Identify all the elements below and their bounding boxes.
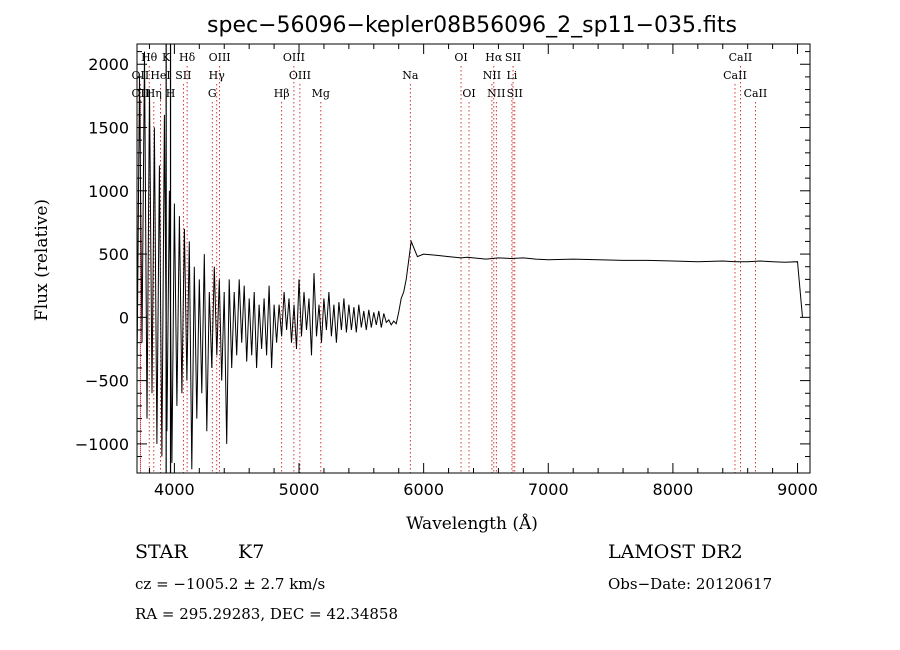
y-tick-label: 2000 xyxy=(88,55,129,74)
object-class: STAR xyxy=(135,541,188,563)
y-tick-label: 500 xyxy=(98,245,129,264)
y-tick-label: 0 xyxy=(119,308,129,327)
spectral-line-label: Na xyxy=(402,69,419,82)
spectral-line-label: OI xyxy=(454,51,467,64)
spectral-line-label: G xyxy=(208,87,217,100)
spectral-line-label: Hθ xyxy=(141,51,158,64)
object-subclass: K7 xyxy=(238,541,265,563)
survey-name: LAMOST DR2 xyxy=(608,541,743,563)
x-tick-label: 5000 xyxy=(279,480,320,499)
coordinates: RA = 295.29283, DEC = 42.34858 xyxy=(135,605,399,623)
y-axis-label: Flux (relative) xyxy=(32,199,52,321)
spectral-line-label: HeI xyxy=(150,69,170,82)
spectral-line-label: SII xyxy=(175,69,191,82)
y-tick-label: −500 xyxy=(85,372,129,391)
spectral-line-label: Hβ xyxy=(274,87,290,100)
spectral-line-label: OI xyxy=(462,87,475,100)
spectral-line-label: Mg xyxy=(312,87,330,100)
spectral-line-label: OII xyxy=(132,69,150,82)
y-tick-label: 1500 xyxy=(88,119,129,138)
x-tick-label: 7000 xyxy=(528,480,569,499)
spectral-line-label: Li xyxy=(506,69,517,82)
spectral-line-label: CaII xyxy=(744,87,768,100)
spectral-line-label: SII xyxy=(505,51,521,64)
spectral-line-label: OIII xyxy=(283,51,305,64)
spectral-line-label: Hη xyxy=(146,87,162,100)
x-axis-label: Wavelength (Å) xyxy=(406,513,538,534)
spectral-line-label: NII xyxy=(483,69,501,82)
x-tick-label: 9000 xyxy=(777,480,818,499)
obs-date: Obs−Date: 20120617 xyxy=(608,575,773,593)
spectral-line-label: SII xyxy=(507,87,523,100)
spectral-line-label: Hγ xyxy=(209,69,226,82)
spectral-line-label: Hδ xyxy=(179,51,196,64)
spectral-line-label: Hα xyxy=(485,51,503,64)
x-tick-label: 8000 xyxy=(653,480,694,499)
plot-frame xyxy=(136,43,811,474)
spectral-line-label: NII xyxy=(487,87,505,100)
y-tick-label: 1000 xyxy=(88,182,129,201)
spectral-line-label: OIII xyxy=(209,51,231,64)
x-tick-label: 4000 xyxy=(154,480,195,499)
spectral-line-label: OIII xyxy=(289,69,311,82)
y-tick-label: −1000 xyxy=(75,435,129,454)
redshift-value: cz = −1005.2 ± 2.7 km/s xyxy=(135,575,326,593)
spectral-line-label: CaII xyxy=(723,69,747,82)
x-tick-label: 6000 xyxy=(403,480,444,499)
chart-title: spec−56096−kepler08B56096_2_sp11−035.fit… xyxy=(207,13,737,38)
spectrum-line xyxy=(136,51,803,470)
spectrum-series xyxy=(136,51,803,470)
axes: 4000 5000 6000 7000 8000 9000 −1000 −500 0 500 100… xyxy=(75,44,818,499)
spectral-line-label: CaII xyxy=(729,51,753,64)
